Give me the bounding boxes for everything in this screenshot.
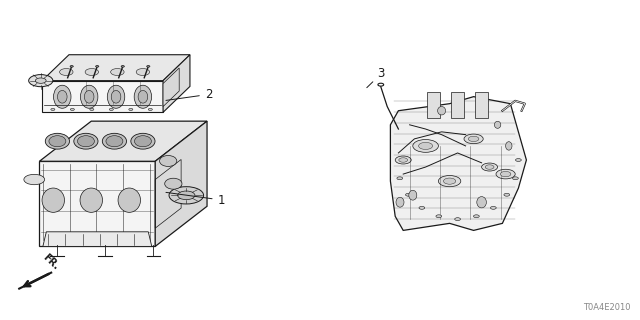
Ellipse shape <box>77 136 94 147</box>
Text: T0A4E2010: T0A4E2010 <box>583 303 630 312</box>
Ellipse shape <box>134 136 152 147</box>
Polygon shape <box>40 161 155 246</box>
Ellipse shape <box>102 133 127 149</box>
Polygon shape <box>43 232 152 246</box>
Circle shape <box>438 176 461 187</box>
Ellipse shape <box>49 136 66 147</box>
Ellipse shape <box>74 133 98 149</box>
Circle shape <box>413 140 438 152</box>
Ellipse shape <box>111 91 121 103</box>
Circle shape <box>90 108 94 110</box>
Ellipse shape <box>477 196 486 208</box>
Circle shape <box>496 169 515 179</box>
Ellipse shape <box>108 85 125 108</box>
Ellipse shape <box>138 91 148 103</box>
Text: 2: 2 <box>166 88 212 101</box>
Circle shape <box>129 108 133 110</box>
Polygon shape <box>475 92 488 118</box>
Text: 3: 3 <box>367 67 385 88</box>
Polygon shape <box>390 97 526 230</box>
Circle shape <box>109 108 113 110</box>
Circle shape <box>399 158 408 162</box>
Ellipse shape <box>409 190 417 200</box>
Polygon shape <box>42 55 190 81</box>
Circle shape <box>444 178 456 184</box>
Circle shape <box>504 193 509 196</box>
Circle shape <box>70 108 74 110</box>
Circle shape <box>474 215 479 218</box>
Ellipse shape <box>80 188 102 212</box>
Circle shape <box>35 78 46 83</box>
Ellipse shape <box>81 85 98 108</box>
Circle shape <box>169 187 204 204</box>
Ellipse shape <box>164 178 182 189</box>
Ellipse shape <box>159 156 177 166</box>
Text: FR.: FR. <box>40 252 60 272</box>
Ellipse shape <box>106 136 123 147</box>
Polygon shape <box>163 55 190 112</box>
Ellipse shape <box>60 68 73 76</box>
Polygon shape <box>42 81 163 112</box>
Circle shape <box>419 142 433 149</box>
Circle shape <box>482 163 498 171</box>
Circle shape <box>485 165 494 169</box>
Circle shape <box>95 66 99 67</box>
Ellipse shape <box>45 133 70 149</box>
Circle shape <box>51 108 55 110</box>
Ellipse shape <box>84 91 94 103</box>
Circle shape <box>397 177 403 180</box>
Polygon shape <box>163 68 179 107</box>
Circle shape <box>24 174 45 185</box>
Text: 1: 1 <box>166 192 225 206</box>
Ellipse shape <box>42 188 65 212</box>
Ellipse shape <box>54 85 71 108</box>
Circle shape <box>178 191 195 200</box>
Ellipse shape <box>136 68 150 76</box>
Polygon shape <box>40 121 207 161</box>
Ellipse shape <box>438 107 445 115</box>
Ellipse shape <box>506 142 512 150</box>
Ellipse shape <box>58 91 67 103</box>
Circle shape <box>396 156 412 164</box>
Circle shape <box>29 75 53 87</box>
Circle shape <box>490 206 496 209</box>
Circle shape <box>436 215 442 218</box>
Polygon shape <box>428 92 440 118</box>
Circle shape <box>419 206 425 209</box>
Ellipse shape <box>131 133 155 149</box>
Ellipse shape <box>134 85 152 108</box>
Circle shape <box>147 66 150 67</box>
Circle shape <box>148 108 152 110</box>
Polygon shape <box>451 92 464 118</box>
Ellipse shape <box>396 197 404 207</box>
Circle shape <box>70 66 74 67</box>
Ellipse shape <box>85 68 99 76</box>
Circle shape <box>406 193 412 196</box>
Circle shape <box>500 172 511 177</box>
Circle shape <box>454 218 461 220</box>
Circle shape <box>513 177 518 180</box>
Ellipse shape <box>494 121 500 128</box>
Circle shape <box>464 134 483 144</box>
Ellipse shape <box>111 68 124 76</box>
Circle shape <box>121 66 124 67</box>
Circle shape <box>516 159 521 162</box>
Ellipse shape <box>118 188 141 212</box>
Circle shape <box>468 136 479 141</box>
Polygon shape <box>155 121 207 246</box>
